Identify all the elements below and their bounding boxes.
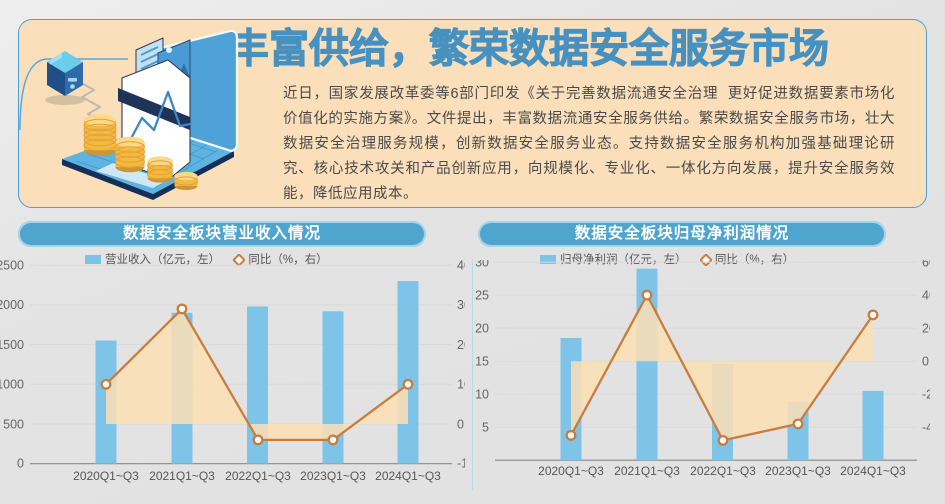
svg-text:2500: 2500 (0, 260, 24, 273)
svg-text:20: 20 (457, 338, 465, 352)
svg-text:0: 0 (17, 457, 24, 471)
svg-text:-20: -20 (922, 388, 930, 402)
svg-text:2020Q1~Q3: 2020Q1~Q3 (538, 464, 604, 478)
svg-text:10: 10 (457, 378, 465, 392)
svg-text:2023Q1~Q3: 2023Q1~Q3 (300, 469, 366, 483)
svg-text:2021Q1~Q3: 2021Q1~Q3 (149, 469, 215, 483)
svg-text:0: 0 (457, 417, 464, 431)
svg-text:2000: 2000 (0, 298, 24, 312)
svg-text:40: 40 (457, 260, 465, 273)
svg-text:-10: -10 (457, 457, 465, 471)
svg-text:2024Q1~Q3: 2024Q1~Q3 (840, 464, 906, 478)
svg-text:20: 20 (475, 322, 489, 336)
svg-text:2021Q1~Q3: 2021Q1~Q3 (614, 464, 680, 478)
svg-text:2023Q1~Q3: 2023Q1~Q3 (765, 464, 831, 478)
svg-text:1000: 1000 (0, 378, 24, 392)
svg-text:0: 0 (922, 355, 929, 369)
svg-text:30: 30 (475, 260, 489, 270)
svg-text:1500: 1500 (0, 338, 24, 352)
svg-text:15: 15 (475, 355, 489, 369)
svg-text:10: 10 (475, 388, 489, 402)
svg-text:2022Q1~Q3: 2022Q1~Q3 (225, 469, 291, 483)
svg-text:25: 25 (475, 289, 489, 303)
svg-text:2024Q1~Q3: 2024Q1~Q3 (375, 469, 441, 483)
svg-text:5: 5 (482, 421, 489, 435)
svg-text:500: 500 (3, 417, 24, 431)
svg-text:2020Q1~Q3: 2020Q1~Q3 (73, 469, 139, 483)
svg-text:20: 20 (922, 322, 930, 336)
svg-text:2022Q1~Q3: 2022Q1~Q3 (690, 464, 756, 478)
svg-text:40: 40 (922, 289, 930, 303)
svg-text:-40: -40 (922, 421, 930, 435)
svg-text:30: 30 (457, 298, 465, 312)
svg-text:60: 60 (922, 260, 930, 270)
